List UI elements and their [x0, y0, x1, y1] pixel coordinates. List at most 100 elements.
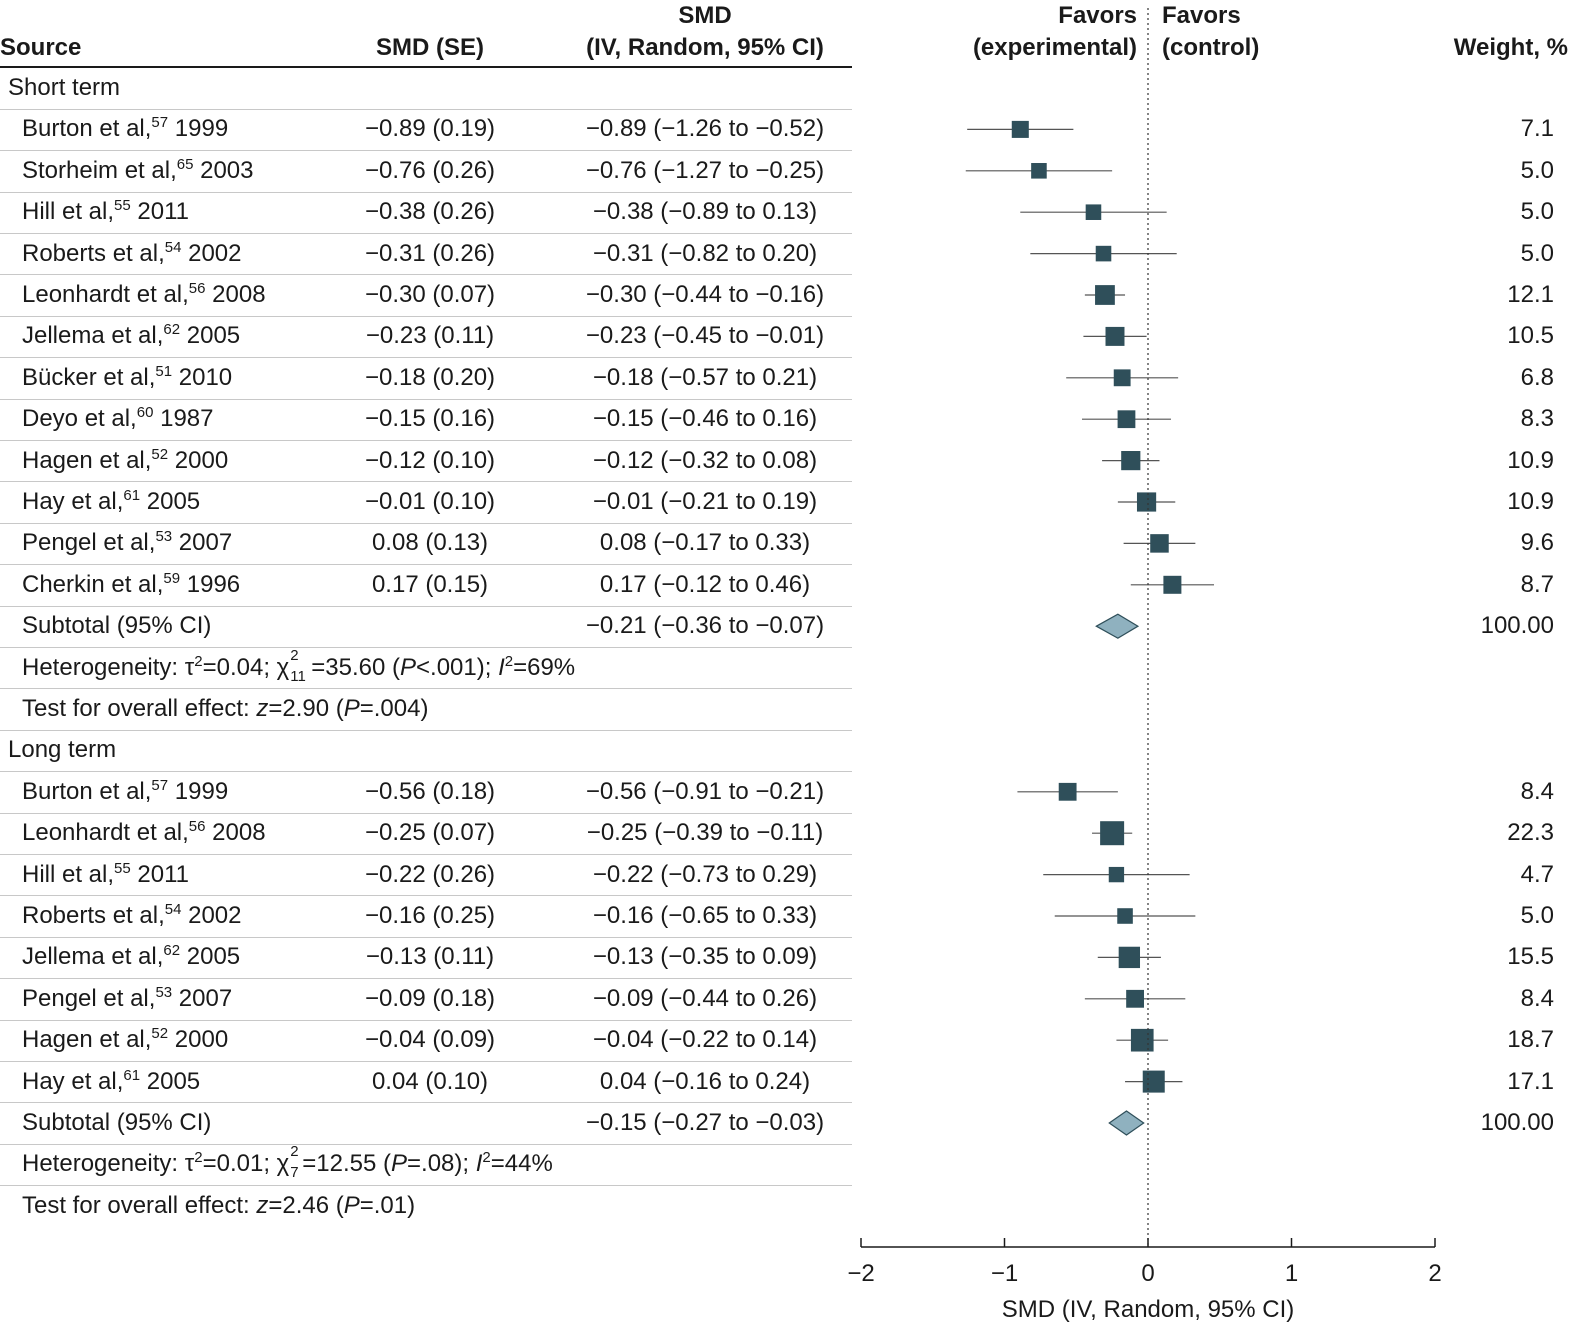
row-divider: [0, 606, 852, 607]
overall-effect-p-value: =.01): [359, 1191, 416, 1219]
study-source: Leonhardt et al,56 2008: [22, 280, 266, 310]
study-source: Hill et al,55 2011: [22, 860, 189, 890]
study-year: 2007: [178, 984, 233, 1012]
row-divider: [0, 233, 852, 234]
study-marker: [1142, 1070, 1165, 1093]
overall-effect-p-label: P: [343, 1191, 360, 1219]
study-smd-se: −0.01 (0.10): [364, 488, 496, 515]
study-weight: 10.9: [1507, 488, 1554, 515]
study-source: Jellema et al,62 2005: [22, 321, 240, 351]
overall-effect-z-value: =2.90 (: [268, 695, 344, 722]
study-smd-ci: −0.12 (−0.32 to 0.08): [592, 446, 818, 474]
row-divider: [0, 440, 852, 441]
row-divider: [0, 1102, 852, 1103]
heterogeneity-p-value: <.001);: [416, 653, 499, 681]
x-tick-label: 2: [1428, 1260, 1441, 1287]
study-smd-ci: −0.89 (−1.26 to −0.52): [585, 115, 825, 143]
study-year: 2000: [174, 1026, 229, 1054]
tau-squared-exponent: 2: [194, 1149, 203, 1167]
study-source: Roberts et al,54 2002: [22, 901, 241, 931]
study-weight: 4.7: [1520, 860, 1554, 888]
study-source: Burton et al,57 1999: [22, 114, 228, 144]
chi-degrees-of-freedom: 7: [290, 1164, 299, 1182]
study-author: Hagen et al,: [22, 446, 152, 474]
study-author: Cherkin et al,: [22, 570, 164, 598]
study-smd-se: −0.89 (0.19): [364, 115, 496, 143]
row-divider: [0, 316, 852, 317]
study-marker: [1031, 163, 1047, 179]
study-reference: 53: [155, 528, 173, 546]
subtotal-weight: 100.00: [1480, 612, 1554, 640]
study-smd-ci: −0.09 (−0.44 to 0.26): [592, 984, 818, 1012]
study-author: Roberts et al,: [22, 239, 165, 267]
study-marker: [1095, 245, 1112, 262]
study-reference: 59: [163, 569, 181, 587]
subtotal-weight: 100.00: [1480, 1109, 1554, 1136]
subtotal-label: Subtotal (95% CI): [22, 612, 212, 640]
study-weight: 15.5: [1507, 943, 1554, 971]
study-reference: 52: [151, 1025, 169, 1043]
study-smd-ci: −0.01 (−0.21 to 0.19): [592, 488, 818, 515]
study-marker: [1108, 866, 1125, 883]
study-smd-ci: −0.31 (−0.82 to 0.20): [592, 239, 818, 267]
row-divider: [0, 1061, 852, 1062]
study-smd-ci: 0.04 (−0.16 to 0.24): [599, 1067, 811, 1095]
row-divider: [0, 109, 852, 110]
heterogeneity-chi-value: =12.55 (: [302, 1150, 391, 1178]
i-squared-exponent: 2: [504, 652, 514, 670]
heterogeneity-tau2: =0.01; χ: [202, 1150, 290, 1178]
overall-effect-text: Test for overall effect: z=2.90 (P=.004): [22, 697, 428, 721]
study-reference: 62: [163, 321, 181, 339]
study-smd-ci: −0.15 (−0.46 to 0.16): [592, 405, 818, 433]
study-author: Jellema et al,: [22, 943, 164, 971]
study-source: Hagen et al,52 2000: [22, 446, 228, 476]
row-divider: [0, 730, 852, 731]
study-marker: [1100, 821, 1125, 846]
heterogeneity-i-label: I: [498, 653, 505, 681]
study-smd-se: 0.04 (0.10): [371, 1067, 489, 1095]
study-source: Bücker et al,51 2010: [22, 363, 232, 393]
study-source: Hay et al,61 2005: [22, 1067, 201, 1097]
study-source: Burton et al,57 1999: [22, 777, 228, 807]
overall-effect-p-value: =.004): [359, 695, 429, 722]
row-divider: [0, 1185, 852, 1186]
study-smd-se: −0.12 (0.10): [364, 446, 496, 474]
row-divider: [0, 688, 852, 689]
study-weight: 12.1: [1507, 281, 1554, 308]
study-marker: [1118, 946, 1141, 969]
study-year: 2005: [146, 1067, 201, 1095]
study-weight: 5.0: [1520, 156, 1554, 184]
study-reference: 60: [136, 404, 154, 422]
heterogeneity-prefix: Heterogeneity: τ: [22, 1150, 195, 1178]
study-smd-ci: −0.38 (−0.89 to 0.13): [592, 198, 818, 226]
study-weight: 8.7: [1520, 570, 1554, 598]
study-weight: 22.3: [1507, 819, 1554, 847]
row-divider: [0, 399, 852, 400]
study-smd-se: −0.76 (0.26): [364, 156, 496, 184]
study-author: Leonhardt et al,: [22, 281, 189, 308]
study-weight: 17.1: [1507, 1067, 1554, 1095]
heterogeneity-i-label: I: [475, 1150, 483, 1178]
study-weight: 5.0: [1520, 198, 1554, 226]
x-tick-label: 0: [1141, 1260, 1154, 1287]
study-smd-se: −0.56 (0.18): [364, 777, 496, 805]
study-weight: 6.8: [1520, 363, 1554, 391]
study-source: Jellema et al,62 2005: [22, 942, 240, 972]
row-divider: [0, 771, 852, 772]
study-author: Bücker et al,: [22, 363, 156, 391]
study-year: 2007: [178, 529, 233, 557]
overall-effect-p-label: P: [343, 695, 360, 722]
study-smd-se: 0.17 (0.15): [371, 570, 489, 598]
heterogeneity-i-value: =69%: [513, 653, 576, 681]
heterogeneity-tau2: =0.04; χ: [202, 653, 290, 681]
study-smd-ci: −0.56 (−0.91 to −0.21): [585, 777, 825, 805]
study-smd-ci: −0.16 (−0.65 to 0.33): [592, 902, 818, 929]
study-smd-ci: −0.13 (−0.35 to 0.09): [592, 943, 818, 971]
row-divider: [0, 523, 852, 524]
header-favors-control-line1: Favors: [1162, 2, 1241, 29]
header-favors-control-line2: (control): [1162, 34, 1260, 61]
study-weight: 5.0: [1520, 902, 1554, 929]
row-divider: [0, 481, 852, 482]
study-smd-se: −0.13 (0.11): [365, 943, 495, 971]
header-weight: Weight, %: [1453, 34, 1568, 61]
